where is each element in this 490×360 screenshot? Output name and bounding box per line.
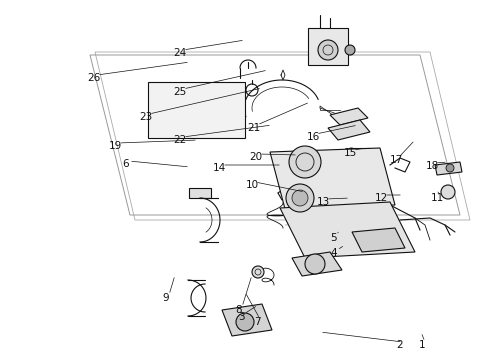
- Circle shape: [441, 185, 455, 199]
- Text: 20: 20: [249, 152, 263, 162]
- Circle shape: [305, 254, 325, 274]
- Text: 17: 17: [390, 155, 403, 165]
- Text: 22: 22: [173, 135, 187, 145]
- Circle shape: [292, 190, 308, 206]
- Circle shape: [318, 40, 338, 60]
- Text: 18: 18: [425, 161, 439, 171]
- Circle shape: [345, 45, 355, 55]
- Text: 13: 13: [317, 197, 330, 207]
- Text: 9: 9: [163, 293, 170, 303]
- Polygon shape: [328, 120, 370, 140]
- Polygon shape: [222, 304, 272, 336]
- Text: 16: 16: [306, 132, 319, 142]
- Text: 15: 15: [343, 148, 357, 158]
- Polygon shape: [352, 228, 405, 252]
- Text: 23: 23: [139, 112, 152, 122]
- Polygon shape: [330, 108, 368, 125]
- Text: 4: 4: [331, 248, 337, 258]
- Text: 2: 2: [397, 340, 403, 350]
- Polygon shape: [308, 28, 348, 65]
- Text: 24: 24: [173, 48, 187, 58]
- Circle shape: [289, 146, 321, 178]
- Text: 14: 14: [212, 163, 225, 173]
- Text: 26: 26: [87, 73, 100, 83]
- Text: 19: 19: [108, 141, 122, 151]
- Text: 25: 25: [173, 87, 187, 97]
- Polygon shape: [435, 162, 462, 175]
- Circle shape: [236, 313, 254, 331]
- Text: 12: 12: [374, 193, 388, 203]
- Text: 6: 6: [122, 159, 129, 169]
- Text: 5: 5: [330, 233, 336, 243]
- Text: 10: 10: [245, 180, 259, 190]
- Circle shape: [446, 164, 454, 172]
- Circle shape: [252, 266, 264, 278]
- Circle shape: [286, 184, 314, 212]
- Text: 7: 7: [254, 317, 260, 327]
- Polygon shape: [292, 252, 342, 276]
- Text: 21: 21: [247, 123, 261, 133]
- Polygon shape: [270, 148, 395, 209]
- Text: 1: 1: [418, 340, 425, 350]
- Text: 11: 11: [430, 193, 443, 203]
- Polygon shape: [280, 202, 415, 258]
- Polygon shape: [148, 82, 245, 138]
- Text: 3: 3: [238, 312, 245, 322]
- Bar: [189, 188, 211, 198]
- Text: 8: 8: [236, 305, 243, 315]
